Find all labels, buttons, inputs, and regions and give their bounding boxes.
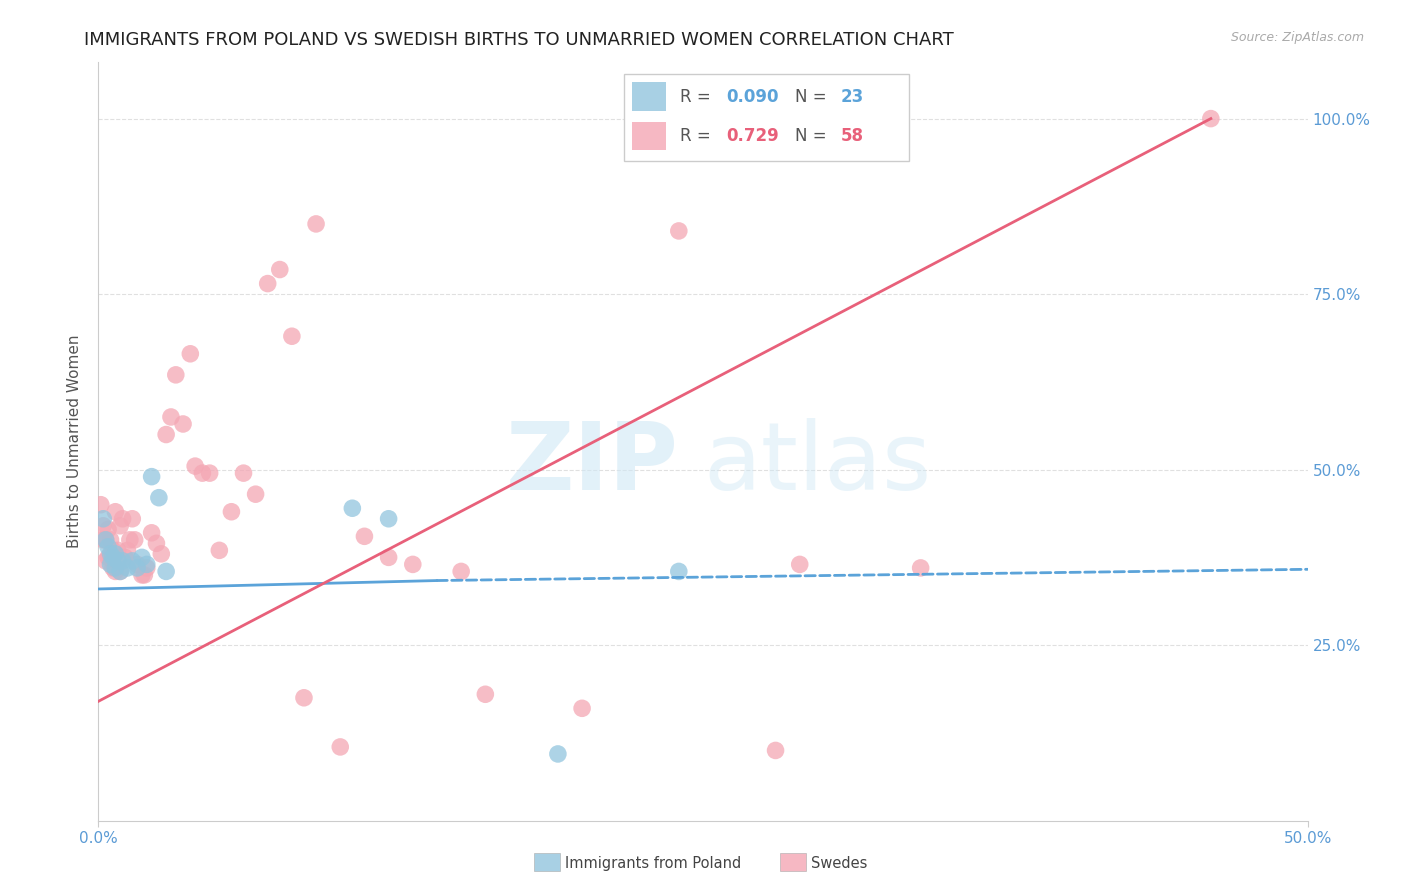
Point: [221, 505, 243, 519]
Point: [155, 565, 177, 579]
Text: Immigrants from Poland: Immigrants from Poland: [565, 856, 741, 871]
Point: [100, 547, 122, 561]
Point: [172, 417, 194, 431]
Point: [97, 540, 120, 554]
Text: N =: N =: [794, 127, 832, 145]
Point: [353, 529, 375, 543]
Point: [292, 690, 315, 705]
Point: [94, 533, 117, 547]
Point: [135, 561, 157, 575]
Point: [474, 687, 496, 701]
Point: [121, 554, 143, 568]
Point: [377, 550, 399, 565]
Point: [160, 409, 183, 424]
Point: [107, 543, 129, 558]
Point: [305, 217, 328, 231]
Point: [108, 565, 131, 579]
Point: [141, 525, 163, 540]
Point: [101, 543, 124, 558]
Point: [232, 466, 254, 480]
Text: 23: 23: [841, 87, 865, 105]
Point: [101, 561, 124, 575]
Point: [111, 512, 134, 526]
Point: [101, 550, 124, 565]
FancyBboxPatch shape: [631, 121, 665, 151]
Point: [342, 501, 364, 516]
Point: [141, 469, 163, 483]
Point: [104, 561, 127, 575]
Point: [104, 565, 127, 579]
Point: [910, 561, 932, 575]
Point: [117, 561, 139, 575]
Point: [100, 558, 122, 572]
Point: [94, 533, 117, 547]
Point: [668, 224, 690, 238]
Point: [789, 558, 811, 572]
Text: N =: N =: [794, 87, 832, 105]
Point: [90, 498, 112, 512]
Text: Swedes: Swedes: [811, 856, 868, 871]
Point: [765, 743, 787, 757]
Point: [108, 518, 131, 533]
Point: [100, 550, 122, 565]
Point: [127, 558, 149, 572]
Point: [571, 701, 593, 715]
Point: [191, 466, 214, 480]
Point: [198, 466, 221, 480]
Point: [402, 558, 425, 572]
Point: [127, 561, 149, 575]
Text: R =: R =: [681, 127, 716, 145]
Text: R =: R =: [681, 87, 716, 105]
Point: [117, 543, 139, 558]
Point: [107, 554, 129, 568]
Point: [131, 568, 153, 582]
Point: [135, 558, 157, 572]
Point: [155, 427, 177, 442]
Point: [165, 368, 187, 382]
Point: [145, 536, 167, 550]
Point: [668, 565, 690, 579]
Point: [450, 565, 472, 579]
Point: [329, 739, 352, 754]
Point: [377, 512, 399, 526]
Point: [150, 547, 173, 561]
Point: [94, 554, 117, 568]
Point: [124, 533, 146, 547]
Text: 0.729: 0.729: [725, 127, 779, 145]
Text: 58: 58: [841, 127, 863, 145]
Point: [91, 533, 114, 547]
Text: Source: ZipAtlas.com: Source: ZipAtlas.com: [1230, 31, 1364, 45]
Text: 0.090: 0.090: [725, 87, 779, 105]
FancyBboxPatch shape: [624, 74, 908, 161]
Point: [91, 518, 114, 533]
Point: [108, 565, 131, 579]
Point: [104, 547, 127, 561]
Point: [91, 512, 114, 526]
Point: [547, 747, 569, 761]
Point: [97, 522, 120, 536]
Point: [114, 550, 136, 565]
Point: [111, 554, 134, 568]
Point: [1199, 112, 1222, 126]
Point: [134, 568, 156, 582]
Point: [104, 505, 127, 519]
Point: [118, 533, 141, 547]
Text: ZIP: ZIP: [506, 418, 679, 510]
Point: [184, 459, 207, 474]
Point: [121, 512, 143, 526]
Point: [148, 491, 170, 505]
Point: [179, 347, 201, 361]
Point: [256, 277, 278, 291]
Point: [131, 550, 153, 565]
Text: atlas: atlas: [703, 418, 931, 510]
Y-axis label: Births to Unmarried Women: Births to Unmarried Women: [67, 334, 83, 549]
Point: [100, 533, 122, 547]
Point: [245, 487, 267, 501]
Point: [97, 550, 120, 565]
FancyBboxPatch shape: [631, 82, 665, 111]
Point: [281, 329, 304, 343]
Point: [208, 543, 231, 558]
Text: IMMIGRANTS FROM POLAND VS SWEDISH BIRTHS TO UNMARRIED WOMEN CORRELATION CHART: IMMIGRANTS FROM POLAND VS SWEDISH BIRTHS…: [84, 31, 955, 49]
Point: [269, 262, 291, 277]
